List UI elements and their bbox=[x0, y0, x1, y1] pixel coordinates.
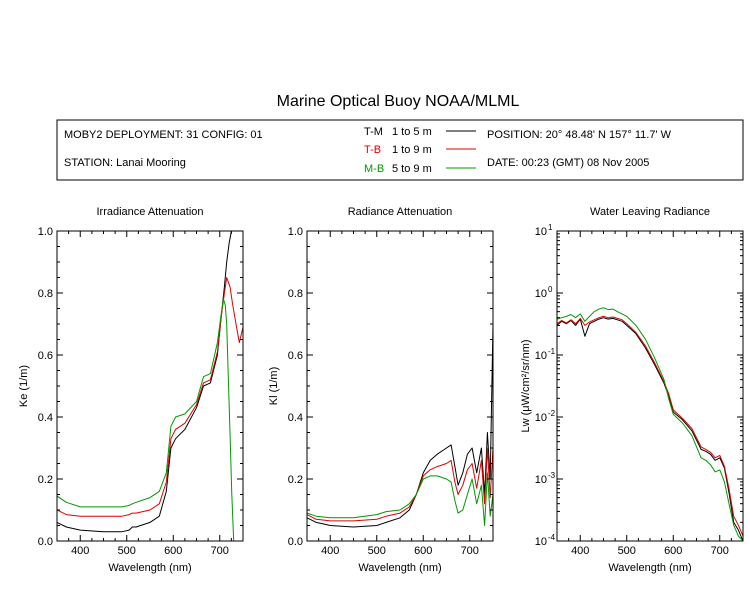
legend: T-M 1 to 5 m T-B 1 to 9 m M-B 5 to 9 m bbox=[364, 126, 476, 175]
position-text: POSITION: 20° 48.48' N 157° 11.7' W bbox=[487, 129, 672, 141]
y-tick-exponent: 1 bbox=[548, 223, 553, 232]
x-tick-label: 400 bbox=[71, 545, 89, 557]
series-line-t-m bbox=[307, 323, 493, 528]
x-tick-label: 700 bbox=[461, 545, 479, 557]
y-tick-label: 0.0 bbox=[38, 536, 53, 548]
y-tick-exponent: 0 bbox=[548, 285, 553, 294]
y-tick-label: 10 bbox=[535, 474, 547, 486]
series-line-t-b bbox=[57, 277, 243, 517]
y-tick-exponent: -3 bbox=[548, 471, 556, 480]
series-line-t-m bbox=[57, 231, 232, 533]
y-tick-exponent: -1 bbox=[548, 347, 556, 356]
y-tick-label: 10 bbox=[535, 412, 547, 424]
x-tick-label: 600 bbox=[414, 545, 432, 557]
x-tick-label: 600 bbox=[164, 545, 182, 557]
y-tick-label: 10 bbox=[535, 288, 547, 300]
y-tick-label: 1.0 bbox=[288, 226, 303, 238]
deployment-text: MOBY2 DEPLOYMENT: 31 CONFIG: 01 bbox=[64, 129, 263, 141]
irradiance-attenuation-panel: Irradiance Attenuation 400 500 600 700 Wavele… bbox=[18, 206, 244, 574]
radiance-attenuation-panel: Radiance Attenuation 400 500 600 700 Waveleng… bbox=[268, 206, 494, 574]
y-tick-label: 0.8 bbox=[288, 288, 303, 300]
water-leaving-radiance-panel: Water Leaving Radiance 400 500 600 700 Wavele… bbox=[520, 206, 744, 574]
y-tick-label: 1.0 bbox=[38, 226, 53, 238]
legend-depth-t-b: 1 to 9 m bbox=[392, 144, 432, 156]
x-tick-label: 700 bbox=[211, 545, 229, 557]
y-tick-label: 0.6 bbox=[288, 350, 303, 362]
series-line-t-b bbox=[307, 447, 493, 522]
figure-title: Marine Optical Buoy NOAA/MLML bbox=[277, 93, 520, 110]
y-tick-label: 0.2 bbox=[288, 474, 303, 486]
chart-title: Radiance Attenuation bbox=[348, 206, 453, 218]
header-info-box: MOBY2 DEPLOYMENT: 31 CONFIG: 01 STATION:… bbox=[56, 119, 744, 181]
legend-depth-m-b: 5 to 9 m bbox=[392, 163, 432, 175]
x-axis-label: Wavelength (nm) bbox=[358, 562, 441, 574]
station-text: STATION: Lanai Mooring bbox=[64, 157, 186, 169]
y-tick-label: 10 bbox=[535, 536, 547, 548]
chart-title: Water Leaving Radiance bbox=[590, 206, 710, 218]
legend-code-t-m: T-M bbox=[364, 126, 383, 138]
y-tick-label: 0.6 bbox=[38, 350, 53, 362]
y-tick-label: 0.8 bbox=[38, 288, 53, 300]
x-axis-label: Wavelength (nm) bbox=[108, 562, 191, 574]
series-line-m-b bbox=[57, 298, 235, 541]
x-axis-label: Wavelength (nm) bbox=[608, 562, 691, 574]
y-tick-label: 0.0 bbox=[288, 536, 303, 548]
x-tick-label: 500 bbox=[618, 545, 636, 557]
x-tick-label: 600 bbox=[664, 545, 682, 557]
series-line-t-b bbox=[557, 315, 743, 537]
y-tick-label: 10 bbox=[535, 226, 547, 238]
plot-frame bbox=[56, 230, 244, 542]
x-tick-label: 500 bbox=[368, 545, 386, 557]
date-text: DATE: 00:23 (GMT) 08 Nov 2005 bbox=[487, 157, 649, 169]
series-line-t-m bbox=[557, 317, 743, 541]
x-tick-label: 700 bbox=[711, 545, 729, 557]
series-line-m-b bbox=[307, 472, 493, 526]
y-tick-label: 0.4 bbox=[38, 412, 53, 424]
plot-frame bbox=[556, 230, 744, 542]
series-line-m-b bbox=[557, 307, 743, 541]
y-tick-exponent: -4 bbox=[548, 533, 556, 542]
legend-code-m-b: M-B bbox=[364, 163, 384, 175]
x-tick-label: 500 bbox=[118, 545, 136, 557]
legend-code-t-b: T-B bbox=[364, 144, 381, 156]
x-tick-label: 400 bbox=[571, 545, 589, 557]
plot-frame bbox=[306, 230, 494, 542]
y-tick-exponent: -2 bbox=[548, 409, 556, 418]
y-tick-label: 0.4 bbox=[288, 412, 303, 424]
header-box-frame bbox=[56, 119, 744, 181]
y-tick-label: 10 bbox=[535, 350, 547, 362]
y-axis-label: Lw (μW/cm²/sr/nm) bbox=[520, 339, 532, 432]
legend-depth-t-m: 1 to 5 m bbox=[392, 126, 432, 138]
x-tick-label: 400 bbox=[321, 545, 339, 557]
y-axis-label: Kl (1/m) bbox=[268, 367, 280, 406]
y-tick-label: 0.2 bbox=[38, 474, 53, 486]
chart-title: Irradiance Attenuation bbox=[96, 206, 203, 218]
y-axis-label: Ke (1/m) bbox=[18, 365, 30, 407]
